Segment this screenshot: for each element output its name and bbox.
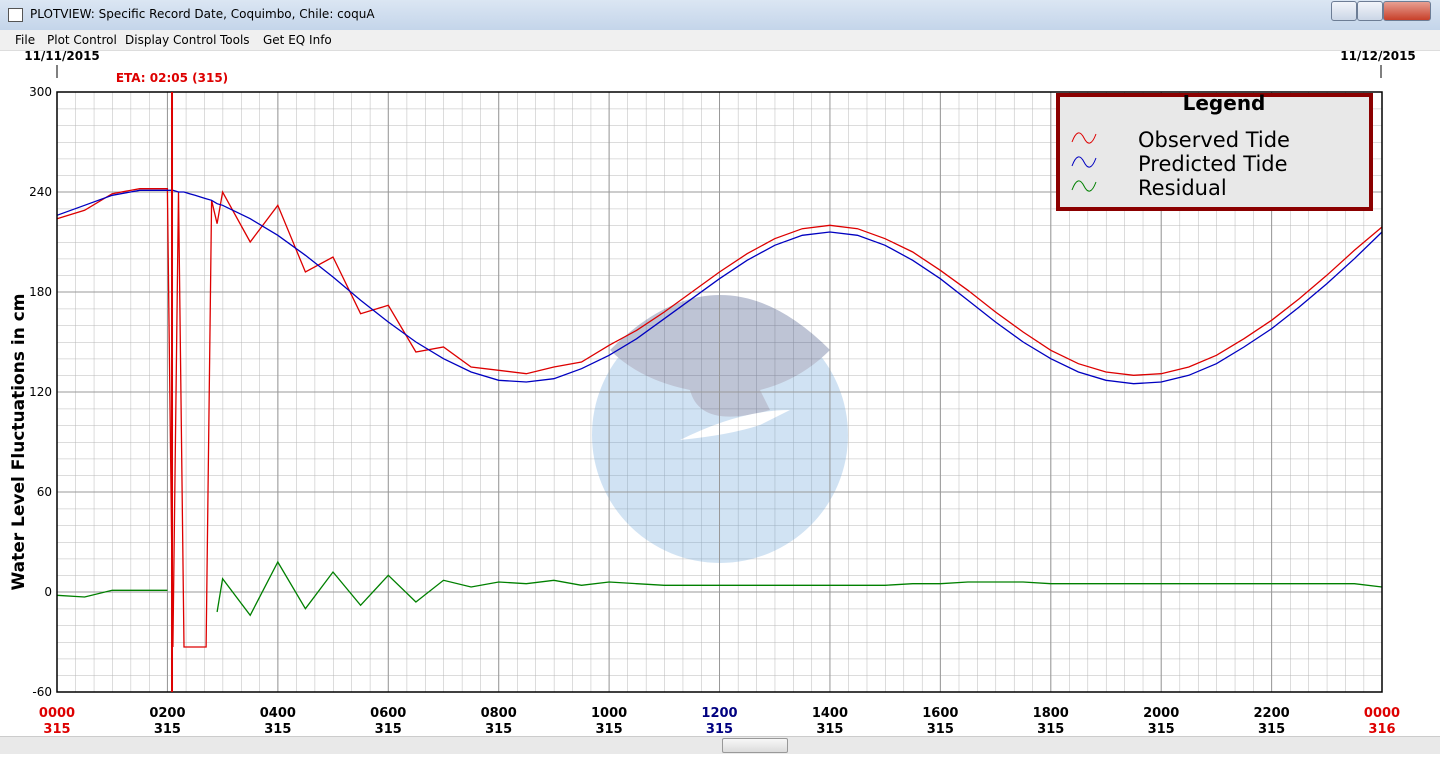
x-tick-label: 1400 (812, 706, 848, 721)
x-tick-label: 0600 (370, 706, 406, 721)
horizontal-scrollbar[interactable] (0, 736, 1440, 754)
menu-item[interactable]: Tools (220, 33, 250, 47)
minimize-button[interactable] (1331, 1, 1357, 21)
x-tick-label: 0400 (260, 706, 296, 721)
start-date: 11/11/2015 (24, 50, 100, 63)
x-tick-label: 2200 (1253, 706, 1289, 721)
x-tick-label: 1000 (591, 706, 627, 721)
x-tick-day: 315 (706, 722, 733, 736)
x-tick-label: 2000 (1143, 706, 1179, 721)
window-title: PLOTVIEW: Specific Record Date, Coquimbo… (30, 7, 375, 21)
x-tick-day: 315 (1037, 722, 1064, 736)
x-tick-day: 315 (1148, 722, 1175, 736)
y-tick-label: 300 (29, 85, 52, 99)
x-tick-label: 0000 (1364, 706, 1400, 721)
x-tick-day: 315 (927, 722, 954, 736)
x-tick-label: 1600 (922, 706, 958, 721)
series-line (56, 188, 1383, 648)
y-tick-label: 0 (44, 585, 52, 599)
y-axis-label: Water Level Fluctuations in cm (9, 293, 29, 590)
legend-label: Residual (1138, 176, 1227, 200)
x-tick-day: 315 (485, 722, 512, 736)
legend-swatch (1071, 132, 1097, 144)
legend-swatch (1071, 156, 1097, 168)
eta-label: ETA: 02:05 (315) (116, 71, 228, 85)
y-tick-label: 120 (29, 385, 52, 399)
series-line (56, 560, 1383, 617)
menu-item[interactable]: File (15, 33, 36, 47)
menu-item[interactable]: Get EQ Info (263, 33, 332, 47)
title-bar: PLOTVIEW: Specific Record Date, Coquimbo… (0, 0, 1440, 31)
x-tick-day: 315 (154, 722, 181, 736)
end-date: 11/12/2015 (1340, 50, 1416, 63)
x-tick-day: 315 (375, 722, 402, 736)
plot-frame (56, 91, 1383, 693)
maximize-button[interactable] (1357, 1, 1383, 21)
x-tick-day: 315 (43, 722, 70, 736)
legend-label: Observed Tide (1138, 128, 1290, 152)
x-tick-label: 1800 (1033, 706, 1069, 721)
y-tick-label: 240 (29, 185, 52, 199)
x-tick-label: 0000 (39, 706, 75, 721)
legend-title: Legend (1183, 91, 1266, 115)
x-tick-day: 315 (596, 722, 623, 736)
x-tick-label: 0800 (481, 706, 517, 721)
chart: 11/11/2015 11/12/2015 Water Level Fluctu… (9, 50, 1416, 736)
x-tick-day: 315 (816, 722, 843, 736)
app-icon (8, 8, 23, 22)
close-button[interactable] (1383, 1, 1431, 21)
menu-bar: File Plot Control Display Control Tools … (0, 30, 1440, 51)
y-tick-label: -60 (32, 685, 52, 699)
x-tick-day: 316 (1368, 722, 1395, 736)
x-tick-label: 1200 (701, 706, 737, 721)
legend-label: Predicted Tide (1138, 152, 1288, 176)
legend-swatch (1071, 180, 1097, 192)
x-tick-day: 315 (264, 722, 291, 736)
legend-box (1056, 93, 1373, 211)
y-tick-label: 180 (29, 285, 52, 299)
scroll-thumb[interactable] (722, 738, 788, 753)
series-line (56, 189, 1383, 385)
y-tick-label: 60 (37, 485, 52, 499)
x-tick-day: 315 (1258, 722, 1285, 736)
menu-item[interactable]: Plot Control (47, 33, 117, 47)
menu-item[interactable]: Display Control (125, 33, 217, 47)
x-tick-label: 0200 (149, 706, 185, 721)
